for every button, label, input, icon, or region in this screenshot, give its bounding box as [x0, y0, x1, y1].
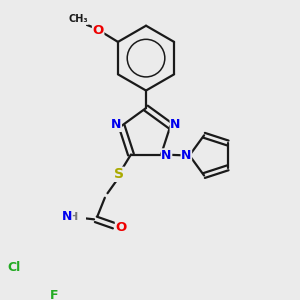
Text: N: N: [181, 149, 191, 162]
Text: O: O: [92, 24, 104, 37]
Text: N: N: [161, 149, 172, 162]
Text: O: O: [116, 221, 127, 234]
Text: CH₃: CH₃: [68, 14, 88, 24]
Text: N: N: [170, 118, 181, 131]
Text: N: N: [111, 118, 122, 131]
Text: S: S: [114, 167, 124, 181]
Text: F: F: [50, 290, 59, 300]
Text: Cl: Cl: [7, 262, 20, 275]
Text: H: H: [69, 212, 78, 222]
Text: N: N: [62, 210, 72, 223]
